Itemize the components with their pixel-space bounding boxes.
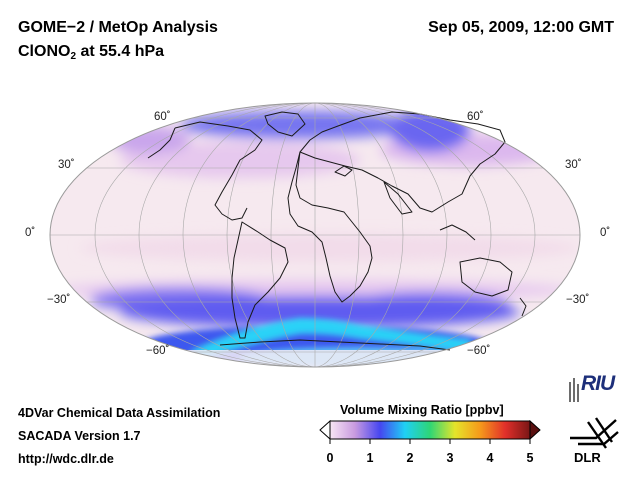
colorbar-tick-label: 0: [326, 451, 334, 465]
datetime-label: Sep 05, 2009, 12:00 GMT: [428, 19, 614, 36]
colorbar-title: Volume Mixing Ratio [ppbv]: [340, 403, 504, 417]
lat-label-60s-right: −60˚: [467, 345, 491, 357]
lat-label-30n-left: 30˚: [58, 159, 75, 171]
footer-info: 4DVar Chemical Data Assimilation SACADA …: [18, 402, 220, 471]
coast-north-america: [174, 121, 263, 221]
footer-line-1: 4DVar Chemical Data Assimilation: [18, 406, 221, 420]
dlr-logo: DLR: [566, 414, 626, 468]
lat-label-30s-right: −30˚: [566, 294, 590, 306]
coastlines: [147, 111, 527, 351]
lat-label-eq-left: 0˚: [25, 227, 36, 239]
graticule-line: [94, 103, 536, 367]
coast-new-zealand: [519, 297, 527, 317]
field-blob: [110, 126, 190, 154]
riu-mark-icon: [569, 378, 579, 402]
lat-label-eq-right: 0˚: [600, 227, 611, 239]
coast-greenland: [264, 111, 306, 137]
colorbar-tick-label: 1: [366, 451, 374, 465]
footer-url: http://wdc.dlr.de: [18, 452, 114, 466]
graticule-line: [270, 103, 360, 367]
coast-eurasia: [299, 111, 506, 213]
species-label: ClONO2 at 55.4 hPa: [18, 43, 165, 62]
colorbar-min-arrow: [319, 420, 331, 441]
dlr-text: DLR: [574, 450, 601, 465]
colorbar: [319, 420, 541, 444]
header-title-block: GOME−2 / MetOp Analysis ClONO2 at 55.4 h…: [18, 16, 218, 69]
polar-vortex-edge: [190, 318, 470, 358]
coast-australia: [459, 257, 513, 297]
coast-mediterranean: [334, 165, 353, 177]
field-blob: [180, 111, 420, 139]
lat-label-60s-left: −60˚: [146, 345, 170, 357]
coast-antarctica: [219, 339, 451, 351]
field-blob: [80, 234, 580, 262]
graticule: [50, 103, 580, 367]
coast-alaska: [147, 127, 176, 159]
field-blob: [120, 296, 520, 328]
colorbar-bar: [329, 420, 531, 440]
riu-logo: RIU: [566, 372, 630, 406]
lat-label-60n-right: 60˚: [467, 111, 484, 123]
footer-line-2: SACADA Version 1.7: [18, 429, 141, 443]
dlr-mark-icon: [570, 417, 619, 449]
graticule-line: [226, 103, 404, 367]
data-field: [50, 103, 580, 367]
graticule-line: [182, 103, 448, 367]
antarctic-field: [50, 350, 580, 367]
lat-label-30s-left: −30˚: [47, 294, 71, 306]
header-title: GOME−2 / MetOp Analysis: [18, 19, 218, 36]
colorbar-max-arrow: [529, 420, 541, 441]
colorbar-tick-label: 2: [406, 451, 414, 465]
coast-india: [383, 181, 413, 215]
coast-africa: [287, 151, 373, 303]
world-map: [49, 102, 581, 368]
coast-south-america: [231, 221, 289, 339]
field-blob: [390, 108, 470, 152]
colorbar-tick-label: 5: [526, 451, 534, 465]
map-border: [49, 102, 581, 368]
colorbar-tick-label: 3: [446, 451, 454, 465]
lat-label-30n-right: 30˚: [565, 159, 582, 171]
colorbar-ticks: [329, 439, 531, 444]
lat-label-60n-left: 60˚: [154, 111, 171, 123]
graticule-line: [138, 103, 492, 367]
riu-text: RIU: [581, 372, 615, 395]
coast-indonesia: [439, 224, 476, 241]
colorbar-tick-label: 4: [486, 451, 494, 465]
